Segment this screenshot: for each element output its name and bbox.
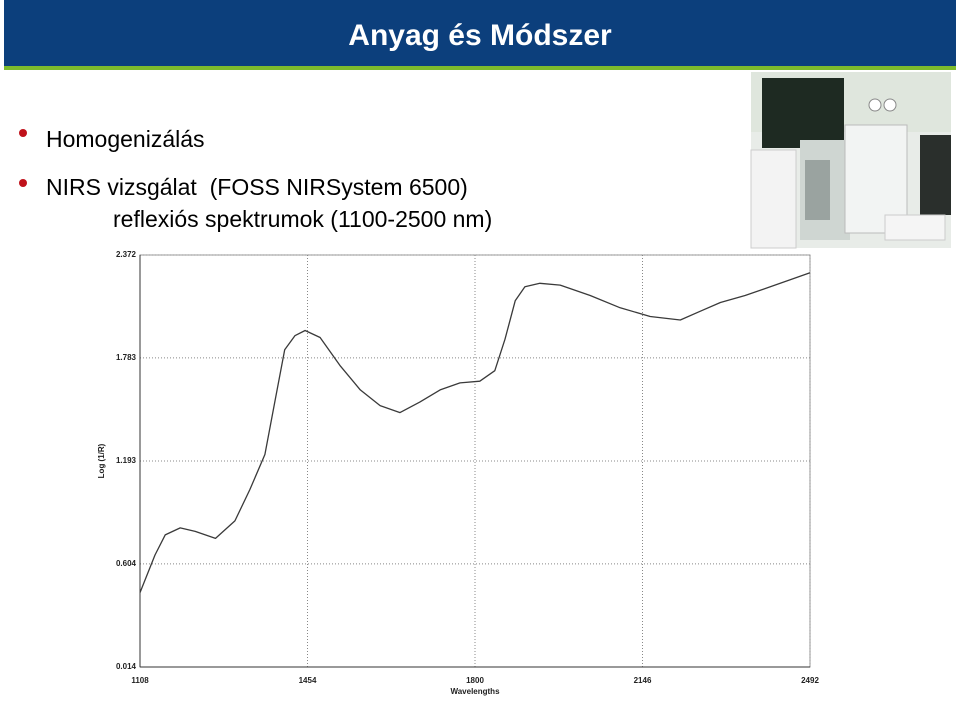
plot-area	[139, 254, 811, 668]
title-bar	[4, 0, 956, 66]
bullet-text: Homogenizálás	[46, 126, 205, 152]
slide-title: Anyag és Módszer	[348, 19, 612, 52]
x-tick-label: 2146	[634, 676, 652, 685]
x-tick-label: 2492	[801, 676, 819, 685]
y-tick-label: 1.783	[116, 353, 137, 362]
bullet-dot	[19, 179, 27, 187]
y-tick-label: 2.372	[116, 250, 137, 259]
spectrum-line	[139, 272, 811, 593]
bullet-dot	[19, 129, 27, 137]
title-underline	[4, 66, 956, 70]
y-tick-label: 0.014	[116, 662, 137, 671]
bullet-text: NIRS vizsgálat (FOSS NIRSystem 6500)	[46, 174, 468, 200]
y-tick-label: 0.604	[116, 559, 137, 568]
x-axis-label: Wavelengths	[450, 687, 500, 696]
bullet-text: reflexiós spektrumok (1100-2500 nm)	[113, 206, 492, 232]
y-tick-label: 1.193	[116, 456, 137, 465]
instrument-photo	[750, 72, 951, 249]
x-tick-label: 1108	[131, 676, 149, 685]
y-axis-label: Log (1/R)	[97, 443, 106, 478]
x-tick-label: 1800	[466, 676, 484, 685]
x-tick-label: 1454	[299, 676, 317, 685]
